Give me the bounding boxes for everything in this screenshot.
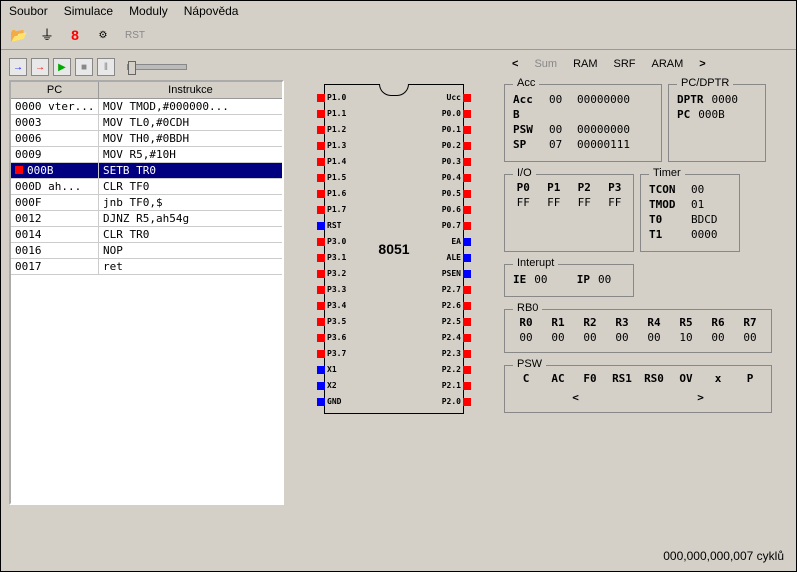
menu-moduly[interactable]: Moduly <box>129 4 168 18</box>
menubar: Soubor Simulace Moduly Nápověda <box>1 1 796 21</box>
panel-io: I/O P0P1P2P3FFFFFFFF <box>504 174 634 252</box>
menu-simulace[interactable]: Simulace <box>64 4 113 18</box>
panel-pcdptr: PC/DPTR DPTR0000 PC000B <box>668 84 766 162</box>
menu-soubor[interactable]: Soubor <box>9 4 48 18</box>
panel-interupt: Interupt IE00 IP00 <box>504 264 634 297</box>
stop-button[interactable]: ■ <box>75 58 93 76</box>
panel-timer: Timer TCON00TMOD01T0BDCDT10000 <box>640 174 740 252</box>
code-row[interactable]: 0009MOV R5,#10H <box>11 147 282 163</box>
step-over-button[interactable]: → <box>31 58 49 76</box>
menu-napoveda[interactable]: Nápověda <box>184 4 239 18</box>
chip-diagram: 8051 P1.0UccP1.1P0.0P1.2P0.1P1.3P0.2P1.4… <box>324 84 464 414</box>
tab-prev[interactable]: < <box>512 58 518 70</box>
code-row[interactable]: 0000 vter...MOV TMOD,#000000... <box>11 99 282 115</box>
tab-srf[interactable]: SRF <box>614 58 636 70</box>
code-row[interactable]: 0006MOV TH0,#0BDH <box>11 131 282 147</box>
code-row[interactable]: 000D ah...CLR TF0 <box>11 179 282 195</box>
col-pc[interactable]: PC <box>11 82 99 98</box>
code-row[interactable]: 000Fjnb TF0,$ <box>11 195 282 211</box>
config-icon[interactable]: ⚙ <box>93 25 113 45</box>
code-row[interactable]: 0012DJNZ R5,ah54g <box>11 211 282 227</box>
tab-bar: < Sum RAM SRF ARAM > <box>504 58 784 70</box>
rst-label: RST <box>125 30 145 41</box>
panel-psw: PSW CACF0RS1RS0OVxP <> <box>504 365 772 413</box>
pause-button[interactable]: ‖ <box>97 58 115 76</box>
speed-slider[interactable] <box>127 64 187 70</box>
code-table: PC Instrukce 0000 vter...MOV TMOD,#00000… <box>9 80 284 505</box>
code-row[interactable]: 000BSETB TR0 <box>11 163 282 179</box>
psw-next[interactable]: > <box>697 391 704 404</box>
tab-ram[interactable]: RAM <box>573 58 597 70</box>
cycle-counter: 000,000,000,007 cyklů <box>663 549 784 563</box>
col-instr[interactable]: Instrukce <box>99 82 282 98</box>
panel-rb0: RB0 R0R1R2R3R4R5R6R70000000000100000 <box>504 309 772 353</box>
chip-icon[interactable]: ⏚ <box>37 25 57 45</box>
tab-next[interactable]: > <box>699 58 705 70</box>
tab-aram[interactable]: ARAM <box>652 58 684 70</box>
panel-acc: Acc Acc0000000000BPSW0000000000SP0700000… <box>504 84 662 162</box>
step-into-button[interactable]: → <box>9 58 27 76</box>
psw-prev[interactable]: < <box>572 391 579 404</box>
control-bar: → → ▶ ■ ‖ <box>9 58 284 76</box>
display-icon[interactable]: 8 <box>65 25 85 45</box>
tab-sum[interactable]: Sum <box>534 58 557 70</box>
run-button[interactable]: ▶ <box>53 58 71 76</box>
code-row[interactable]: 0016NOP <box>11 243 282 259</box>
code-row[interactable]: 0014CLR TR0 <box>11 227 282 243</box>
code-row[interactable]: 0017ret <box>11 259 282 275</box>
code-row[interactable]: 0003MOV TL0,#0CDH <box>11 115 282 131</box>
open-icon[interactable]: 📂 <box>9 25 29 45</box>
toolbar: 📂 ⏚ 8 ⚙ RST <box>1 21 796 50</box>
